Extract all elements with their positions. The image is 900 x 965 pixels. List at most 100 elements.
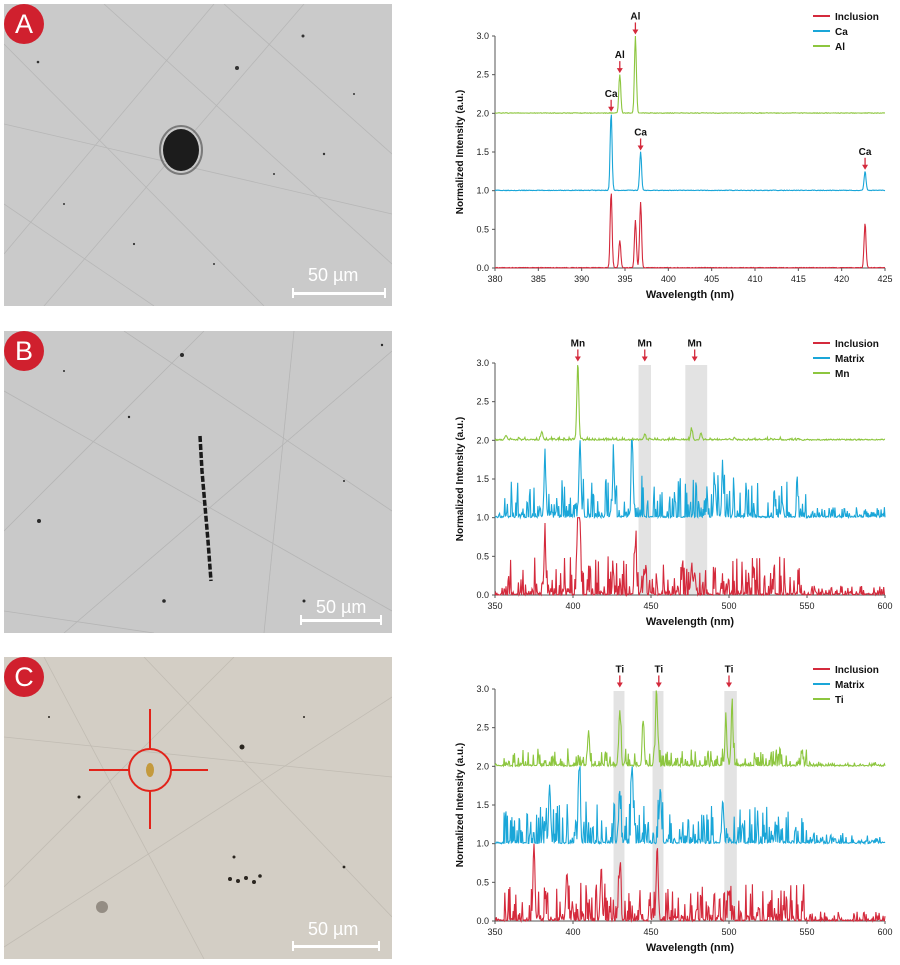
series-line-matrix <box>494 766 886 846</box>
x-tick-label: 400 <box>661 274 676 284</box>
x-tick-label: 385 <box>531 274 546 284</box>
series-line-inclusion <box>494 517 886 597</box>
y-tick-label: 1.0 <box>476 186 489 196</box>
x-axis-label: Wavelength (nm) <box>646 942 735 954</box>
y-tick-label: 0.0 <box>476 916 489 926</box>
y-tick-label: 0.5 <box>476 877 489 887</box>
y-tick-label: 1.0 <box>476 839 489 849</box>
scale-bar <box>292 288 386 298</box>
scale-bar-label: 50 µm <box>308 265 359 285</box>
peak-arrowhead <box>616 68 623 74</box>
micrograph-c <box>4 657 392 959</box>
y-axis-label: Normalized Intensity (a.u.) <box>455 90 466 214</box>
peak-label: Mn <box>571 338 585 349</box>
spectrum-chart-c: 0.0 0.5 1.0 1.5 2.0 2.5 3.0 350 400 450 500 550 600 W… <box>455 664 893 954</box>
y-tick-label: 2.0 <box>476 435 489 445</box>
y-tick-label: 2.0 <box>476 108 489 118</box>
y-tick-label: 0.0 <box>476 590 489 600</box>
peak-arrowhead <box>632 29 639 35</box>
peak-label: Al <box>615 50 625 61</box>
legend-label: Inclusion <box>835 12 879 23</box>
series-line-inclusion <box>494 843 886 924</box>
y-tick-label: 1.0 <box>476 513 489 523</box>
peak-label: Ca <box>859 147 872 158</box>
peak-label: Ti <box>615 664 624 675</box>
highlight-band <box>685 365 708 595</box>
peak-arrowhead <box>655 682 662 688</box>
x-tick-label: 550 <box>799 927 814 937</box>
x-tick-label: 350 <box>487 601 502 611</box>
peak-label: Ti <box>654 664 663 675</box>
legend-label: Inclusion <box>835 665 879 676</box>
y-tick-label: 3.0 <box>476 358 489 368</box>
series-line-ca <box>494 114 886 192</box>
panel-b-badge: B <box>4 331 44 371</box>
x-tick-label: 400 <box>565 927 580 937</box>
x-tick-label: 500 <box>721 601 736 611</box>
x-tick-label: 400 <box>565 601 580 611</box>
y-tick-label: 0.5 <box>476 551 489 561</box>
legend-label: Al <box>835 42 845 53</box>
panel-a-badge: A <box>4 4 44 44</box>
scale-bar-label: 50 µm <box>308 919 359 939</box>
peak-arrowhead <box>637 145 644 151</box>
legend-label: Inclusion <box>835 339 879 350</box>
x-tick-label: 600 <box>877 927 892 937</box>
x-tick-label: 420 <box>834 274 849 284</box>
x-tick-label: 415 <box>791 274 806 284</box>
y-tick-label: 1.5 <box>476 147 489 157</box>
y-tick-label: 1.5 <box>476 474 489 484</box>
y-axis-label: Normalized Intensity (a.u.) <box>455 743 466 867</box>
highlight-band <box>638 365 651 595</box>
y-tick-label: 2.5 <box>476 397 489 407</box>
micrograph-a <box>4 4 392 306</box>
y-tick-label: 3.0 <box>476 684 489 694</box>
series-line-al <box>494 35 885 115</box>
spectrum-chart-a: 0.0 0.5 1.0 1.5 2.0 2.5 3.0 380 385 390 395 400 405 4… <box>455 11 893 301</box>
legend-label: Matrix <box>835 354 865 365</box>
y-tick-label: 3.0 <box>476 31 489 41</box>
series-line-inclusion <box>494 193 886 269</box>
panel-c: C 50 µm 0.0 0.5 1.0 1.5 2.0 2.5 3.0 350 400 450 50… <box>0 653 900 963</box>
y-tick-label: 2.5 <box>476 70 489 80</box>
x-tick-label: 450 <box>643 601 658 611</box>
x-tick-label: 410 <box>747 274 762 284</box>
panel-b: B 50 µm 0.0 0.5 1.0 1.5 2.0 2.5 3.0 350 400 450 50… <box>0 327 900 637</box>
peak-arrowhead <box>608 106 615 112</box>
x-tick-label: 395 <box>617 274 632 284</box>
peak-label: Al <box>630 11 640 22</box>
legend-label: Ti <box>835 695 844 706</box>
y-tick-label: 1.5 <box>476 800 489 810</box>
y-tick-label: 0.0 <box>476 263 489 273</box>
x-axis-label: Wavelength (nm) <box>646 616 735 628</box>
peak-label: Ca <box>634 127 647 138</box>
peak-label: Ca <box>605 89 618 100</box>
series-line-mn <box>494 364 886 442</box>
x-tick-label: 425 <box>877 274 892 284</box>
scale-bar <box>292 941 380 951</box>
scale-bar <box>300 615 382 625</box>
x-tick-label: 380 <box>487 274 502 284</box>
x-axis-label: Wavelength (nm) <box>646 289 735 301</box>
micrograph-b <box>4 331 392 633</box>
peak-arrowhead <box>691 356 698 362</box>
x-tick-label: 600 <box>877 601 892 611</box>
peak-arrowhead <box>616 682 623 688</box>
x-tick-label: 500 <box>721 927 736 937</box>
y-axis-label: Normalized Intensity (a.u.) <box>455 417 466 541</box>
peak-arrowhead <box>862 164 869 170</box>
y-tick-label: 2.5 <box>476 723 489 733</box>
legend-label: Ca <box>835 27 848 38</box>
x-tick-label: 390 <box>574 274 589 284</box>
x-tick-label: 405 <box>704 274 719 284</box>
scale-bar-label: 50 µm <box>316 597 367 617</box>
spectrum-chart-b: 0.0 0.5 1.0 1.5 2.0 2.5 3.0 350 400 450 500 550 600 W… <box>455 338 893 628</box>
legend-label: Mn <box>835 369 849 380</box>
peak-label: Mn <box>638 338 652 349</box>
peak-arrowhead <box>641 356 648 362</box>
panel-a: A 50 µm 0.0 0.5 1.0 1.5 2.0 2.5 3.0 380 385 390 39… <box>0 0 900 310</box>
x-tick-label: 450 <box>643 927 658 937</box>
series-line-ti <box>494 690 886 769</box>
legend-label: Matrix <box>835 680 865 691</box>
y-tick-label: 2.0 <box>476 761 489 771</box>
